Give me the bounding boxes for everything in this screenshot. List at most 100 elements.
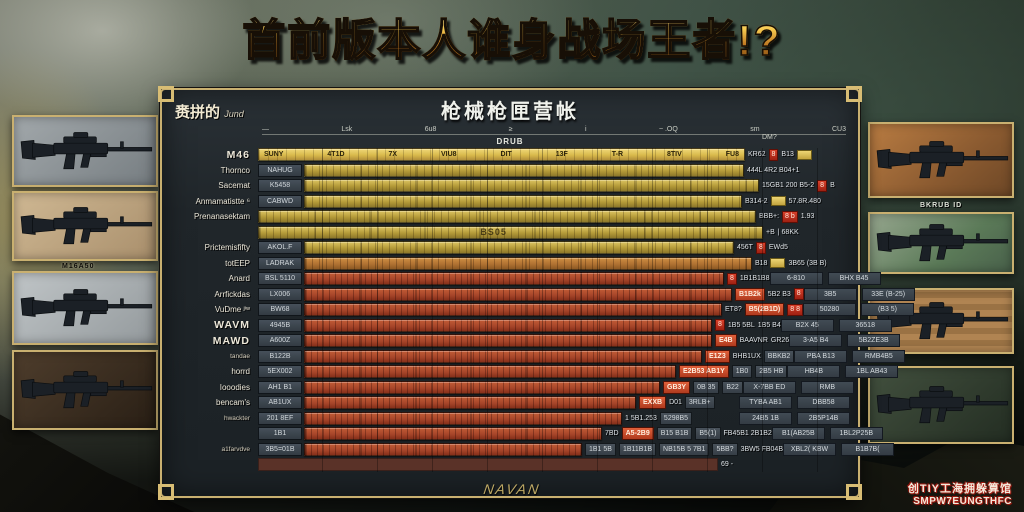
table-row: Anard BSL 5110 8 1B1B1B8 6-810 BHX B45 [172,272,881,285]
bar-segment-label: T-R [611,151,624,158]
row-side-label: Arrfickdas [214,289,250,299]
table-row: Iooodies AH1 B1 GB3Y 0B 35 B22 X-7BB ED RMB [172,380,854,394]
yellow-swatch [770,258,786,268]
red-badge: 8 b [782,210,798,223]
stat-bar [304,256,752,270]
stat-bar [304,442,582,456]
table-row: 69 - [172,458,850,471]
bar-segment-label: 7X [388,151,398,158]
row-side-label: horrd [231,367,250,376]
annotation-text: 3B65 (3B B) [788,259,827,267]
axis-tick: 6u8 [424,126,437,133]
stat-bar [304,380,660,394]
right-cell: 24B5 1B [739,411,792,425]
axis-tick: ≥ [508,126,513,133]
watermark: 创TIY工海拥躲算馆 SMPW7EUNGTHFC [908,483,1012,507]
highlight-badge: E4B [715,334,737,347]
red-badge: 8 [793,288,804,300]
row-label-cell: B122B [258,349,302,363]
rifle-icon [870,368,1012,442]
axis-subtitle: DRUB [496,137,524,146]
gray-chip: 0B 35 [693,380,720,394]
right-cell: 3B5 [803,287,857,301]
highlight-badge: A5-2B9 [621,427,654,440]
row-label-cell: 201 8EF [258,411,302,425]
row-label-cell: 4945B [258,318,302,332]
stat-bar [304,318,712,332]
annotation-text: 444L 4R2 B04+1 [747,166,800,174]
panel-corner-label: 赉拼的 Jund [175,101,244,122]
yellow-swatch [770,196,786,206]
row-right-cells: B1(AB25B 1BL2P25B [771,427,883,440]
gray-chip: 3RLB+ [684,396,715,409]
rifle-icon [870,124,1012,196]
row-side-label: Anmamatistte ⁶ [195,196,250,206]
table-row: Anmamatistte ⁶ CABWD B314-2 57.8R.480 [172,194,850,208]
annotation-text: +B [766,228,775,236]
corner-label-text: 赉拼的 [175,104,221,121]
row-right-cells: 3-A5 B4 5B2ZE3B [789,334,901,347]
annotation-text: B13 [781,151,794,158]
stat-bar [304,411,622,425]
row-side-label: Prenanasektam [193,212,250,221]
stat-bar [304,334,712,347]
table-row: BS05 +B | 68KK [172,225,850,239]
annotation-text: B18 [755,259,768,267]
bar-segment-label: 13F [555,151,568,158]
gray-chip: 1B11B1B [618,442,657,456]
row-label-cell: AB1UX [258,396,302,409]
row-label-cell: BSL 5110 [258,272,302,285]
annotation-text: BAAVNR [739,337,768,344]
table-row: hwackter 201 8EF 1 5B1.253 5298B5 24B5 1B 2B5… [172,411,850,425]
stat-bar [304,179,759,192]
row-right-cells: HB4B 1BL AB43 [787,365,899,378]
right-cell: BHX B45 [827,272,881,285]
stat-table: M46 SUNY 4T1D 7X VIU8 DIT 13F T-R 8TIV FU8 KR62 8 B1… [172,148,915,486]
right-cell: 1BL2P25B [829,427,883,440]
weapon-image [12,350,158,430]
red-badge: 8 [715,319,725,331]
table-row: Arrfickdas LX006 B1B2k 5B2 B3 8 3B5 33E (B-25) [172,287,915,301]
table-row: Prenanasektam BBB+: 8 b 1.93 [172,210,850,223]
highlight-badge: EXXB [639,396,667,409]
annotation-text: 456T [737,244,753,251]
right-cell: B2X 45 [780,318,834,332]
right-cell: PBA B13 [794,349,848,363]
annotation-text: | 68KK [777,228,799,236]
row-label-cell: K5458 [258,179,302,192]
stat-bar [304,272,724,285]
corner-bracket-icon [158,86,174,102]
row-side-label: totEEP [225,258,250,268]
row-side-label: Anard [228,274,250,283]
table-row: MAWD A600Z E4B BAAVNR GR26 3-A5 B4 5B2ZE3B [172,334,901,347]
row-label-cell: NAHUG [258,163,302,177]
right-cell: 36518 [838,318,892,332]
bar-watermark-label: BS05 [480,226,507,237]
row-side-label: hwackter [223,414,250,422]
weapon-image [12,115,158,187]
annotation-text: 1 5B1.253 [625,414,657,422]
gray-chip: 1B0 [731,365,753,378]
stat-bar [304,396,636,409]
annotation-text: EWd5 [768,244,788,251]
annotation-text: D01 [669,399,682,406]
weapon-image [868,366,1014,444]
row-label-cell: A600Z [258,334,302,347]
highlight-badge: B1B2k [735,287,765,301]
corner-script-text: Jund [224,109,244,119]
stat-bar [304,349,702,363]
stat-bar [258,458,718,471]
panel-title: 枪械枪匣营帐 [441,101,579,123]
row-right-cells: 24B5 1B 2B5P14B [739,411,850,425]
table-row: Prictemisfifty AKOL.F 456T 8 EWd5 [172,241,850,254]
table-row: tandae B122B E1Z3 BHB1UX BBKB2 PBA B13 RMB4B5 [172,349,906,363]
right-cell: 5B2ZE3B [847,334,901,347]
row-label-cell: 3B5=01B [258,442,302,456]
stat-bar [304,287,732,301]
bar-segment-label: VIU8 [441,151,457,158]
corner-bracket-icon [158,484,174,500]
annotation-text: BBB+: [759,213,780,220]
rifle-icon [870,214,1012,272]
right-cell: HB4B [787,365,841,378]
table-row: totEEP LADRAK B18 3B65 (3B B) [172,256,850,270]
